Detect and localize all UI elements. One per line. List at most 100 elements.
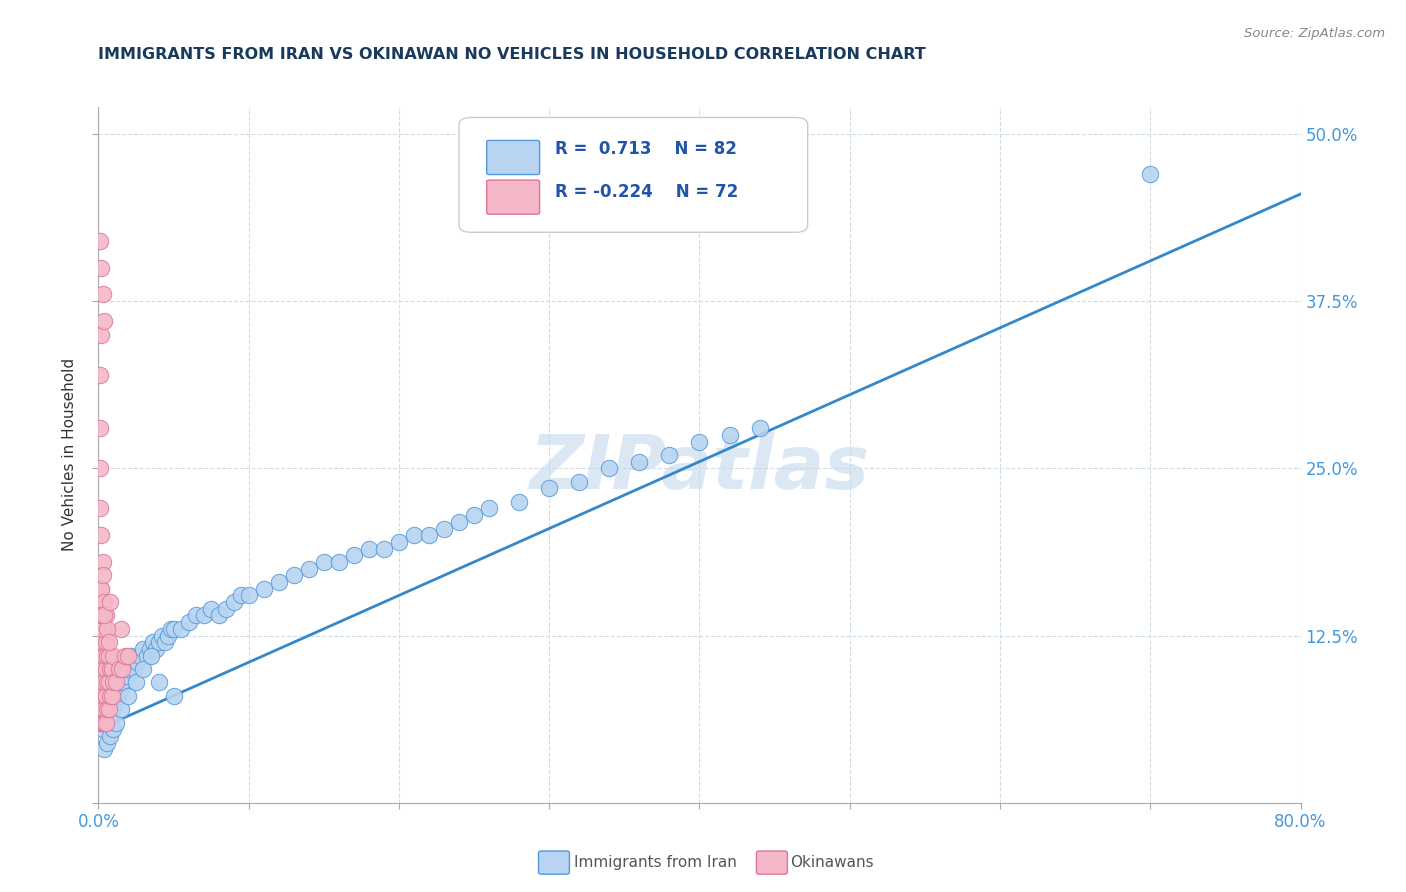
- Point: [89, 461, 111, 475]
- Point: [447, 515, 470, 529]
- Text: Source: ZipAtlas.com: Source: ZipAtlas.com: [1244, 27, 1385, 40]
- Point: [89, 702, 111, 716]
- Point: [89, 635, 111, 649]
- Text: R =  0.713    N = 82: R = 0.713 N = 82: [555, 140, 737, 159]
- Text: ZIPatlas: ZIPatlas: [530, 433, 869, 506]
- Point: [96, 675, 118, 690]
- Point: [568, 475, 591, 489]
- Point: [110, 622, 132, 636]
- Point: [150, 628, 173, 642]
- Point: [103, 675, 125, 690]
- Point: [1139, 167, 1161, 181]
- Point: [94, 702, 117, 716]
- Point: [97, 635, 120, 649]
- Point: [100, 689, 122, 703]
- Point: [312, 555, 335, 569]
- Point: [145, 642, 167, 657]
- Point: [162, 689, 184, 703]
- Point: [94, 715, 117, 730]
- Point: [90, 675, 112, 690]
- Point: [97, 648, 120, 663]
- Point: [91, 595, 114, 609]
- Point: [184, 608, 207, 623]
- Point: [108, 675, 131, 690]
- Point: [91, 287, 114, 301]
- Point: [97, 708, 120, 723]
- Point: [94, 635, 117, 649]
- Point: [267, 575, 290, 590]
- Point: [105, 715, 128, 730]
- Text: R = -0.224    N = 72: R = -0.224 N = 72: [555, 184, 738, 202]
- Point: [91, 622, 114, 636]
- Point: [97, 675, 120, 690]
- Point: [94, 608, 117, 623]
- Point: [689, 434, 711, 449]
- Point: [91, 702, 114, 716]
- Point: [215, 602, 238, 616]
- Point: [90, 608, 112, 623]
- Point: [132, 662, 155, 676]
- Point: [208, 608, 231, 623]
- Point: [231, 589, 253, 603]
- Point: [162, 622, 184, 636]
- FancyBboxPatch shape: [486, 140, 540, 175]
- Text: Immigrants from Iran: Immigrants from Iran: [574, 855, 737, 870]
- Point: [105, 681, 128, 696]
- Point: [105, 675, 128, 690]
- Point: [100, 595, 122, 609]
- Point: [127, 655, 149, 669]
- Point: [121, 648, 143, 663]
- Point: [89, 368, 111, 382]
- Point: [93, 648, 115, 663]
- Point: [90, 260, 112, 275]
- Point: [124, 662, 146, 676]
- Point: [90, 582, 112, 596]
- Point: [91, 568, 114, 582]
- Point: [89, 675, 111, 690]
- Point: [96, 735, 118, 749]
- Point: [89, 421, 111, 435]
- Point: [748, 421, 770, 435]
- Point: [388, 535, 411, 549]
- Point: [153, 635, 176, 649]
- Point: [357, 541, 380, 556]
- Point: [177, 615, 200, 630]
- Point: [328, 555, 350, 569]
- Point: [89, 648, 111, 663]
- Point: [103, 689, 125, 703]
- Point: [193, 608, 215, 623]
- Point: [93, 608, 115, 623]
- Point: [103, 648, 125, 663]
- Point: [114, 662, 136, 676]
- Point: [111, 662, 134, 676]
- Point: [100, 662, 122, 676]
- Point: [89, 608, 111, 623]
- Point: [463, 508, 485, 523]
- Point: [101, 662, 124, 676]
- Point: [253, 582, 276, 596]
- Point: [90, 689, 112, 703]
- Point: [96, 702, 118, 716]
- Point: [222, 595, 245, 609]
- Point: [90, 715, 112, 730]
- Point: [108, 662, 131, 676]
- Point: [283, 568, 305, 582]
- Point: [91, 662, 114, 676]
- Point: [118, 655, 141, 669]
- Point: [94, 689, 117, 703]
- Point: [90, 608, 112, 623]
- Point: [93, 675, 115, 690]
- Point: [343, 548, 366, 563]
- Point: [91, 635, 114, 649]
- Point: [93, 622, 115, 636]
- Point: [115, 669, 138, 683]
- FancyBboxPatch shape: [458, 118, 807, 232]
- Point: [117, 648, 139, 663]
- Point: [402, 528, 425, 542]
- Point: [90, 715, 112, 730]
- Point: [89, 234, 111, 248]
- Y-axis label: No Vehicles in Household: No Vehicles in Household: [62, 359, 77, 551]
- Text: IMMIGRANTS FROM IRAN VS OKINAWAN NO VEHICLES IN HOUSEHOLD CORRELATION CHART: IMMIGRANTS FROM IRAN VS OKINAWAN NO VEHI…: [98, 47, 927, 62]
- Point: [89, 622, 111, 636]
- Point: [628, 455, 651, 469]
